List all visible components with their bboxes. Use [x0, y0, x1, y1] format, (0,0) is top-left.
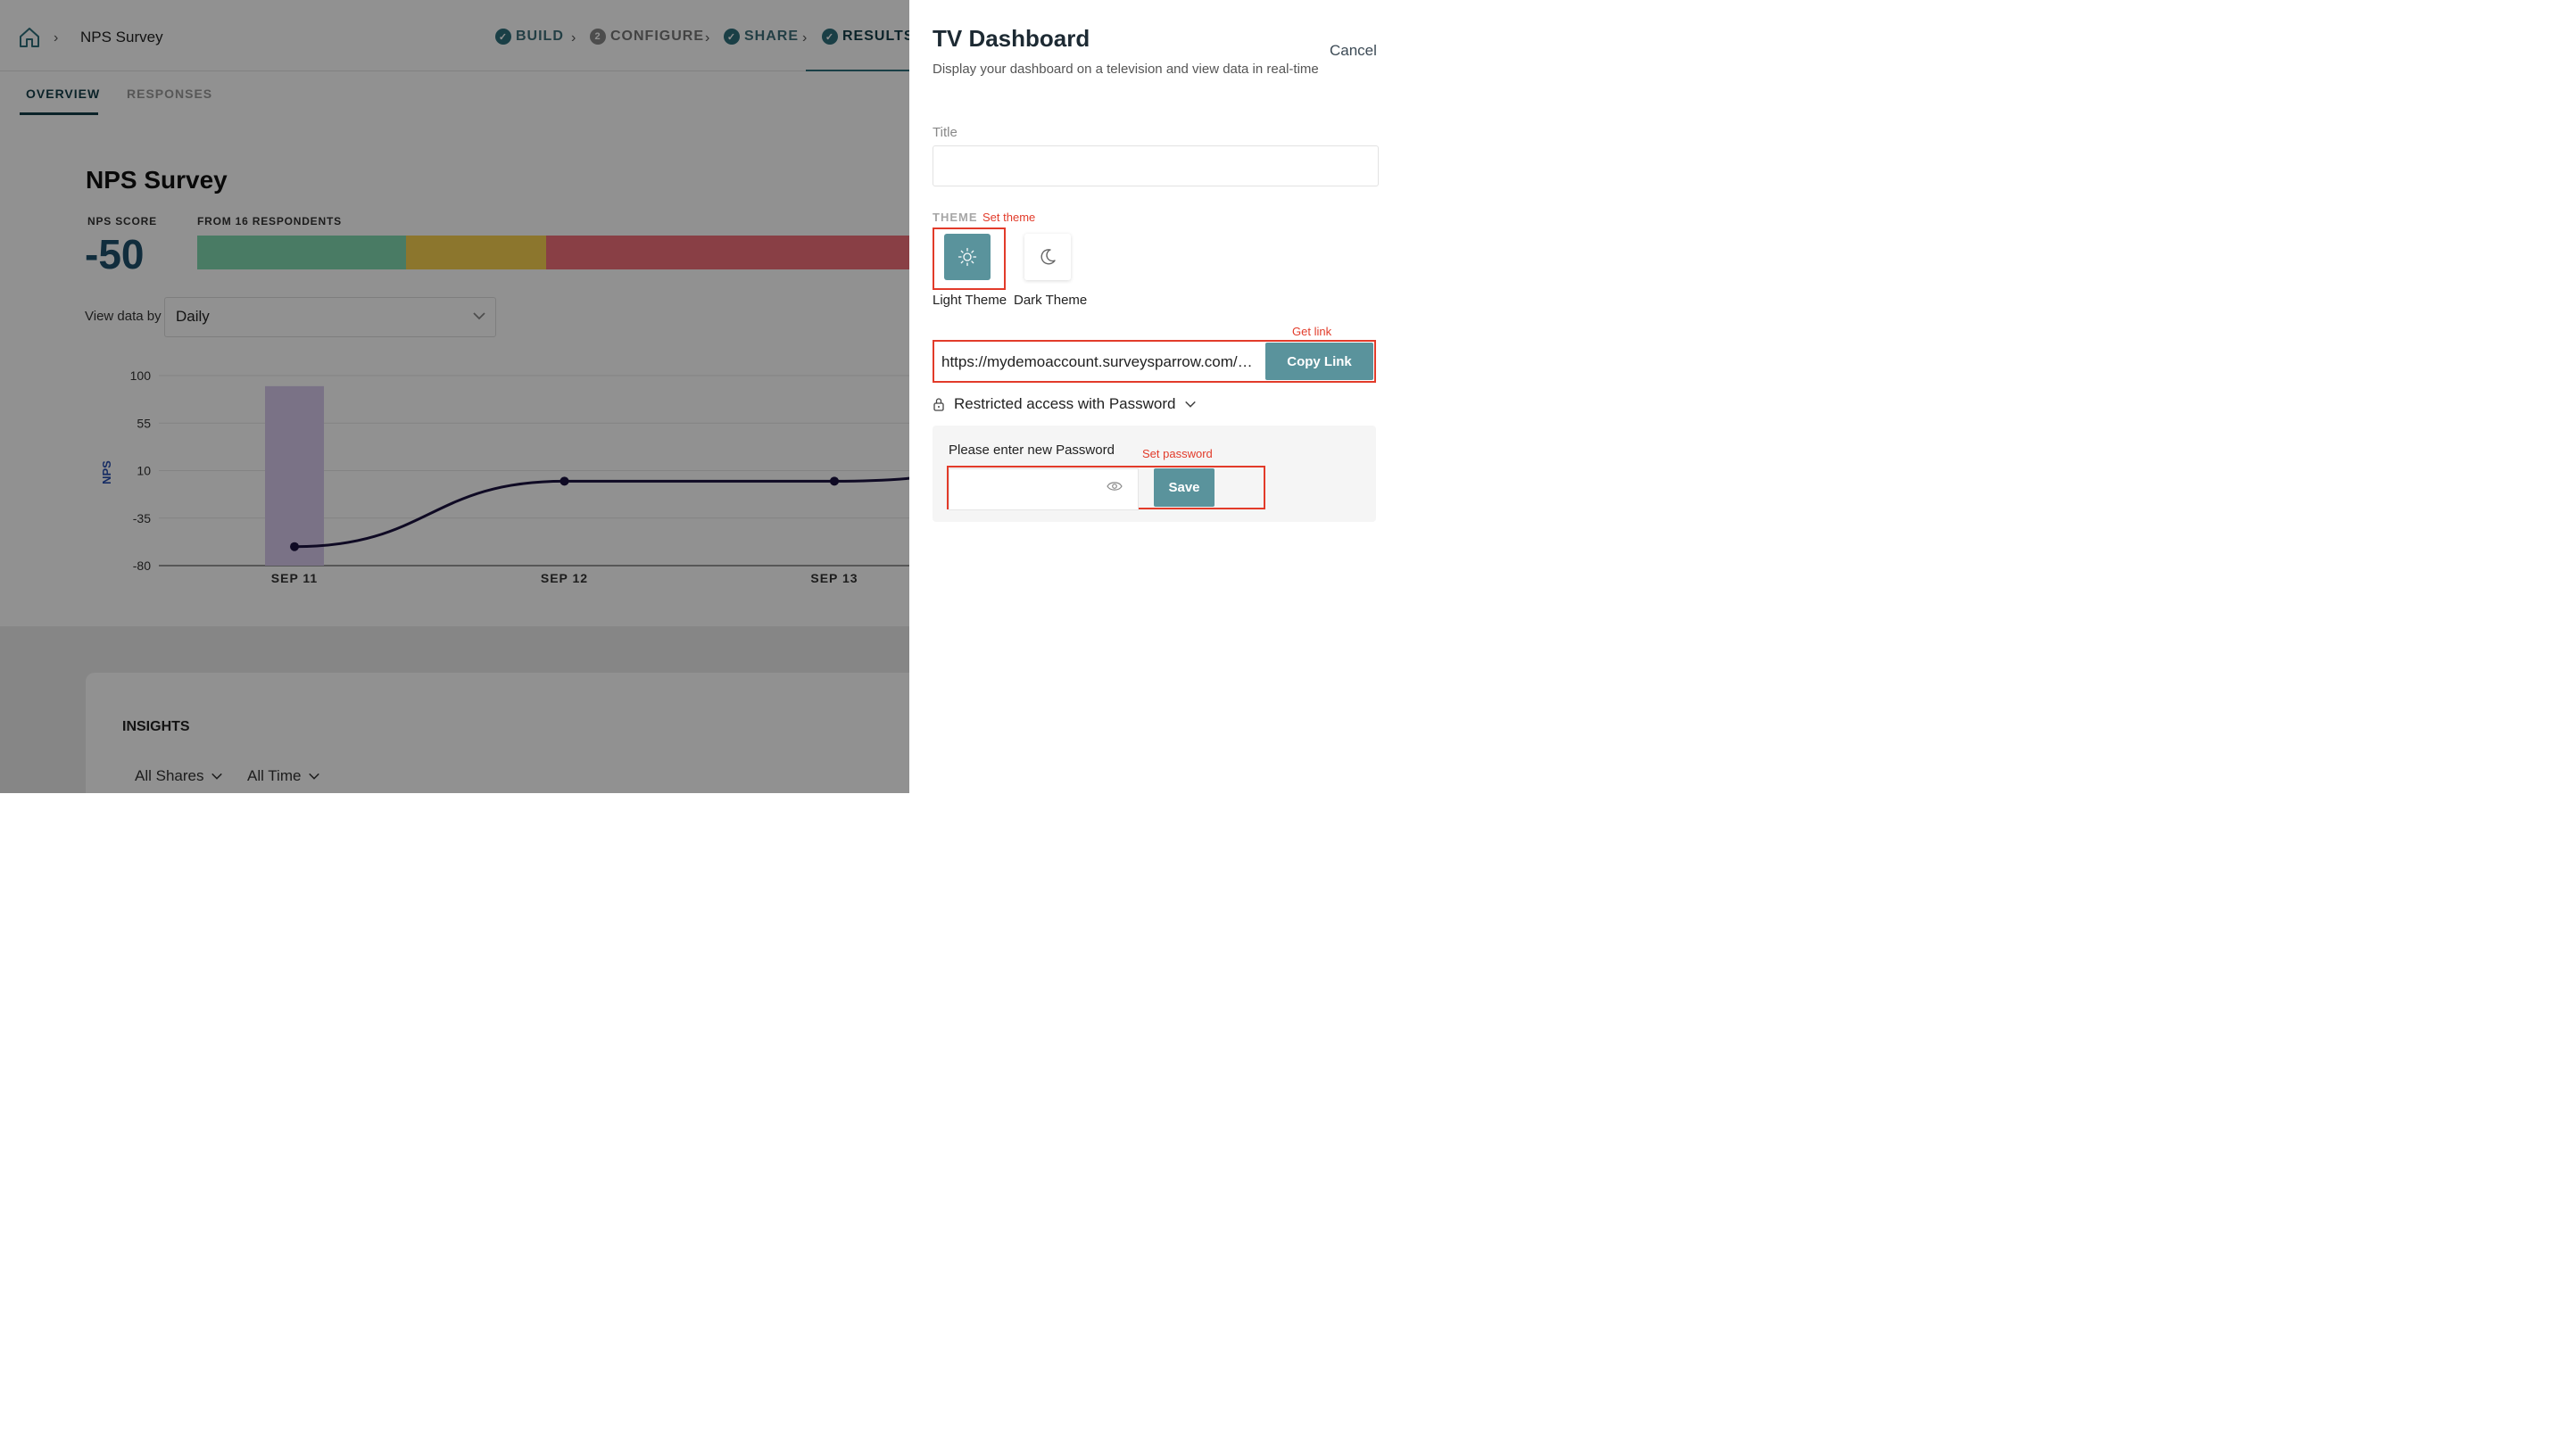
- chevron-right-icon: ›: [571, 30, 576, 46]
- x-tick-label: SEP 12: [541, 571, 588, 585]
- bar: [265, 385, 324, 566]
- nps-score-label: NPS SCORE: [87, 215, 157, 228]
- step-label: SHARE: [744, 29, 800, 44]
- set-theme-annotation: Set theme: [982, 211, 1036, 224]
- eye-icon[interactable]: [1107, 480, 1123, 492]
- get-link-annotation: Get link: [1292, 325, 1332, 338]
- chevron-right-icon: ›: [54, 30, 59, 46]
- title-input[interactable]: [933, 145, 1379, 186]
- time-filter[interactable]: All Time: [247, 767, 320, 785]
- y-tick-label: 100: [130, 368, 152, 383]
- active-tab-indicator: [20, 112, 98, 115]
- step-configure[interactable]: 2 CONFIGURE: [590, 29, 704, 45]
- step-number-badge: 2: [590, 29, 606, 45]
- theme-label: THEME: [933, 211, 978, 224]
- dark-theme-label: Dark Theme: [1014, 293, 1088, 308]
- light-theme-button[interactable]: [944, 234, 991, 280]
- promoters-segment: [197, 236, 406, 269]
- moon-icon: [1040, 249, 1056, 265]
- chevron-down-icon: [211, 773, 223, 780]
- step-build[interactable]: ✓ BUILD: [495, 29, 564, 45]
- y-tick-label: -80: [133, 558, 151, 573]
- view-by-value: Daily: [176, 308, 210, 325]
- y-axis-label: NPS: [100, 460, 113, 484]
- x-tick-label: SEP 11: [271, 571, 318, 585]
- breadcrumb-survey[interactable]: NPS Survey: [80, 29, 163, 46]
- light-theme-label: Light Theme: [933, 293, 1007, 308]
- x-tick-label: SEP 13: [810, 571, 858, 585]
- copy-link-button[interactable]: Copy Link: [1265, 343, 1373, 380]
- panel-title: TV Dashboard: [933, 25, 1090, 52]
- overview-area: [0, 116, 909, 626]
- password-label: Please enter new Password: [949, 443, 1115, 458]
- access-label: Restricted access with Password: [954, 395, 1176, 412]
- access-dropdown[interactable]: Restricted access with Password: [933, 395, 1197, 413]
- home-icon[interactable]: [18, 26, 41, 49]
- chevron-down-icon: [473, 312, 485, 320]
- top-navigation: › NPS Survey ✓ BUILD › 2 CONFIGURE › ✓ S…: [0, 4, 909, 73]
- data-point: [830, 476, 839, 486]
- step-label: CONFIGURE: [610, 29, 704, 44]
- check-icon: ✓: [822, 29, 838, 45]
- chevron-right-icon: ›: [705, 30, 710, 46]
- view-by-select[interactable]: Daily: [164, 297, 496, 337]
- tab-overview[interactable]: OVERVIEW: [26, 87, 101, 101]
- view-by-label: View data by: [85, 309, 162, 324]
- title-field-label: Title: [933, 125, 958, 140]
- chevron-down-icon: [309, 773, 320, 780]
- results-page: › NPS Survey ✓ BUILD › 2 CONFIGURE › ✓ S…: [0, 0, 909, 793]
- panel-subtitle: Display your dashboard on a television a…: [933, 62, 1319, 77]
- lock-icon: [933, 398, 944, 411]
- page-title: NPS Survey: [86, 166, 228, 194]
- step-label: RESULTS: [842, 29, 909, 44]
- set-password-annotation: Set password: [1142, 447, 1213, 460]
- sun-icon: [958, 247, 977, 267]
- dashboard-link[interactable]: https://mydemoaccount.surveysparrow.com/…: [941, 353, 1253, 370]
- y-tick-label: -35: [133, 511, 151, 525]
- save-button[interactable]: Save: [1154, 468, 1215, 507]
- time-filter-label: All Time: [247, 767, 302, 784]
- check-icon: ✓: [724, 29, 740, 45]
- step-label: BUILD: [516, 29, 564, 44]
- modal-overlay[interactable]: [0, 0, 909, 793]
- tab-responses[interactable]: RESPONSES: [127, 87, 213, 101]
- data-point: [560, 476, 569, 486]
- shares-filter-label: All Shares: [135, 767, 204, 784]
- shares-filter[interactable]: All Shares: [135, 767, 223, 785]
- data-point: [290, 542, 299, 551]
- password-input[interactable]: [949, 468, 1139, 510]
- nps-line: [294, 476, 909, 549]
- nps-chart: 100 55 10 -35 -80 NPS SEP 11 SEP 12 SEP 13: [100, 368, 909, 585]
- passives-segment: [406, 236, 546, 269]
- dark-theme-button[interactable]: [1024, 234, 1071, 280]
- insights-card: INSIGHTS All Shares All Time: [86, 673, 909, 793]
- y-tick-label: 10: [137, 464, 151, 478]
- step-results[interactable]: ✓ RESULTS: [822, 29, 909, 45]
- respondents-label: FROM 16 RESPONDENTS: [197, 215, 342, 228]
- chevron-down-icon: [1185, 401, 1197, 408]
- theme-highlight-box: [933, 228, 1006, 290]
- step-share[interactable]: ✓ SHARE: [724, 29, 799, 45]
- check-icon: ✓: [495, 29, 511, 45]
- cancel-button[interactable]: Cancel: [1330, 42, 1377, 59]
- insights-title: INSIGHTS: [122, 719, 190, 734]
- result-tabs: OVERVIEW RESPONSES: [0, 71, 909, 116]
- chevron-right-icon: ›: [802, 30, 808, 46]
- tv-dashboard-panel: TV Dashboard Display your dashboard on a…: [909, 0, 1399, 793]
- detractors-segment: [546, 236, 909, 269]
- nps-score-value: -50: [85, 231, 145, 277]
- link-highlight-box: [933, 340, 1376, 383]
- y-tick-label: 55: [137, 416, 151, 430]
